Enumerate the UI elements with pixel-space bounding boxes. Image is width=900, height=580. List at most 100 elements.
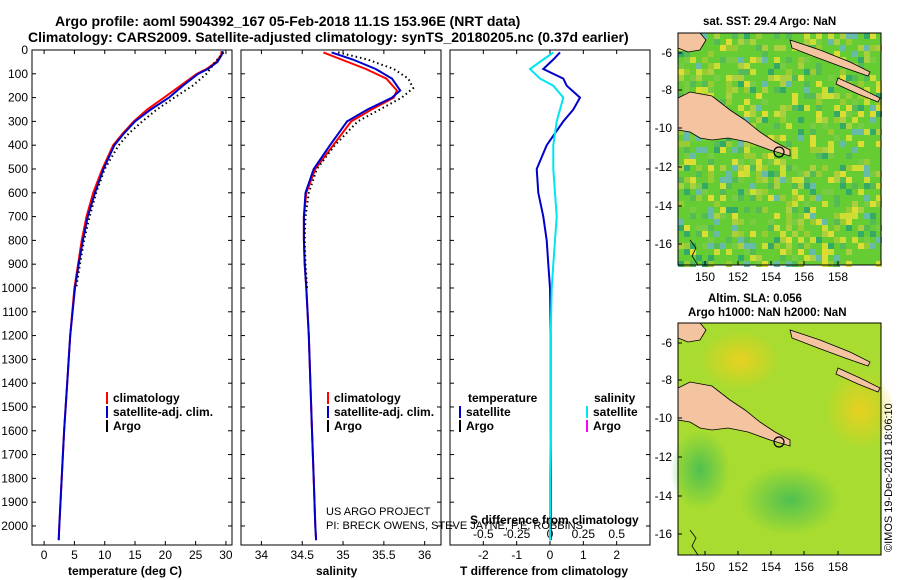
depth-axis: 0 100 200 300 400 500 600 700 800 900 1000 1100 1200…: [1, 43, 650, 533]
sst-cell: [798, 63, 804, 69]
sst-cell: [774, 243, 780, 249]
map-lon-label: 156: [794, 270, 814, 284]
x-tick-label: -2: [478, 548, 489, 562]
sst-cell: [762, 87, 768, 93]
sst-cell: [840, 171, 846, 177]
sst-cell: [822, 225, 828, 231]
salinity-xaxis: 34 34.5 35 35.5 36: [255, 50, 432, 562]
map-lon-label: 154: [761, 270, 781, 284]
sst-cell: [864, 159, 870, 165]
sst-cell: [744, 39, 750, 45]
sst-cell: [678, 51, 684, 57]
sst-cell: [750, 57, 756, 63]
sst-cell: [762, 231, 768, 237]
sst-cell: [792, 153, 798, 159]
sst-cell: [846, 93, 852, 99]
chart-title-line2: Climatology: CARS2009. Satellite-adjuste…: [28, 29, 629, 45]
sst-cell: [786, 243, 792, 249]
sst-cell: [708, 237, 714, 243]
sst-cell: [774, 45, 780, 51]
sst-cell: [798, 219, 804, 225]
salinity-panel-frame: [240, 49, 442, 546]
sst-cell: [828, 153, 834, 159]
sst-cell: [846, 111, 852, 117]
sst-cell: [678, 165, 684, 171]
sst-cell: [852, 33, 858, 39]
sst-cell: [792, 147, 798, 153]
sst-cell: [864, 87, 870, 93]
sst-cell: [714, 33, 720, 39]
sst-cell: [708, 165, 714, 171]
sst-map-title: sat. SST: 29.4 Argo: NaN: [703, 16, 836, 28]
sst-cell: [774, 75, 780, 81]
sst-cell: [702, 183, 708, 189]
x-tick-label: 10: [98, 548, 112, 562]
sst-cell: [708, 177, 714, 183]
sst-cell: [690, 195, 696, 201]
sst-cell: [738, 69, 744, 75]
sst-cell: [678, 63, 684, 69]
sst-cell: [804, 213, 810, 219]
x-tick-label: 34: [255, 548, 269, 562]
sst-cell: [714, 63, 720, 69]
depth-tick-label: 2000: [1, 519, 28, 533]
sst-cell: [798, 75, 804, 81]
sst-cell: [726, 171, 732, 177]
sst-cell: [786, 81, 792, 87]
sst-cell: [780, 105, 786, 111]
sst-cell: [780, 117, 786, 123]
sst-cell: [834, 117, 840, 123]
sst-cell: [690, 75, 696, 81]
sst-cell: [774, 123, 780, 129]
sst-cell: [708, 261, 714, 267]
sst-cell: [678, 93, 684, 99]
sst-cell: [702, 189, 708, 195]
sst-cell: [798, 171, 804, 177]
sst-cell: [876, 93, 882, 99]
map-lat-label: -6: [661, 336, 672, 350]
sst-cell: [858, 93, 864, 99]
sst-cell: [702, 231, 708, 237]
sst-cell: [810, 237, 816, 243]
sst-cell: [774, 111, 780, 117]
sst-cell: [684, 129, 690, 135]
sst-cell: [786, 75, 792, 81]
sst-cell: [780, 255, 786, 261]
sst-cell: [762, 117, 768, 123]
sst-cell: [684, 177, 690, 183]
sst-cell: [684, 159, 690, 165]
sst-cell: [762, 177, 768, 183]
sst-cell: [846, 33, 852, 39]
sst-cell: [732, 207, 738, 213]
sst-cell: [714, 213, 720, 219]
sst-cell: [726, 57, 732, 63]
sst-cell: [726, 99, 732, 105]
sst-cell: [876, 171, 882, 177]
sst-cell: [876, 87, 882, 93]
sst-cell: [714, 39, 720, 45]
sst-cell: [834, 213, 840, 219]
sst-cell: [822, 201, 828, 207]
depth-tick-label: 1500: [1, 400, 28, 414]
sst-cell: [780, 81, 786, 87]
sst-cell: [864, 45, 870, 51]
sst-cell: [798, 183, 804, 189]
sst-cell: [678, 141, 684, 147]
sst-cell: [702, 33, 708, 39]
sst-cell: [846, 39, 852, 45]
sst-cell: [714, 249, 720, 255]
sst-cell: [840, 33, 846, 39]
sst-cell: [804, 93, 810, 99]
sst-cell: [756, 159, 762, 165]
sst-cell: [720, 141, 726, 147]
sst-cell: [750, 81, 756, 87]
sst-cell: [780, 87, 786, 93]
sst-cell: [750, 189, 756, 195]
sst-cell: [768, 219, 774, 225]
sst-cell: [816, 93, 822, 99]
difference-legend: temperature satellite Argo salinity sate…: [459, 391, 638, 433]
sst-cell: [708, 153, 714, 159]
sst-cell: [732, 195, 738, 201]
sst-cell: [822, 93, 828, 99]
series-line-argo: [303, 51, 415, 289]
